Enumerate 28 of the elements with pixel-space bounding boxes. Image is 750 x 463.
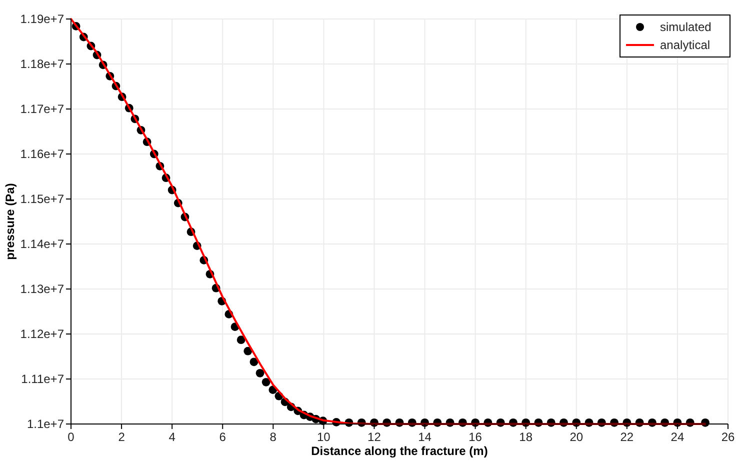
x-tick-label: 6 <box>219 430 226 444</box>
x-tick-label: 26 <box>721 430 735 444</box>
x-tick-label: 14 <box>418 430 432 444</box>
x-tick-label: 18 <box>519 430 533 444</box>
x-tick-label: 2 <box>118 430 126 444</box>
y-tick-label: 1.15e+7 <box>20 192 64 206</box>
y-tick-label: 1.18e+7 <box>20 57 64 71</box>
y-tick-label: 1.13e+7 <box>20 282 64 296</box>
y-tick-label: 1.1e+7 <box>26 417 64 431</box>
x-axis-title: Distance along the fracture (m) <box>311 444 488 458</box>
x-tick-label: 10 <box>317 430 331 444</box>
legend-label: analytical <box>660 38 710 52</box>
y-tick-label: 1.14e+7 <box>20 237 64 251</box>
y-tick-label: 1.12e+7 <box>20 327 64 341</box>
x-tick-label: 12 <box>368 430 382 444</box>
x-tick-label: 16 <box>468 430 482 444</box>
y-tick-label: 1.19e+7 <box>20 12 64 26</box>
y-tick-label: 1.16e+7 <box>20 147 64 161</box>
x-tick-label: 22 <box>620 430 634 444</box>
y-tick-label: 1.17e+7 <box>20 102 64 116</box>
x-tick-label: 4 <box>168 430 176 444</box>
x-tick-label: 8 <box>270 430 277 444</box>
y-tick-label: 1.11e+7 <box>21 372 64 386</box>
x-tick-label: 0 <box>68 430 75 444</box>
y-axis-title: pressure (Pa) <box>3 183 17 260</box>
x-tick-label: 20 <box>570 430 584 444</box>
x-tick-label: 24 <box>670 430 684 444</box>
legend-label: simulated <box>660 20 712 34</box>
